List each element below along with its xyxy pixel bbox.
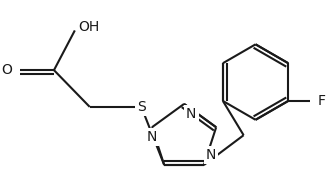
- Text: N: N: [186, 107, 196, 121]
- Text: S: S: [137, 100, 146, 114]
- Text: N: N: [206, 148, 216, 162]
- Text: OH: OH: [78, 20, 99, 34]
- Text: N: N: [147, 130, 157, 144]
- Text: O: O: [1, 63, 12, 77]
- Text: F: F: [318, 94, 326, 108]
